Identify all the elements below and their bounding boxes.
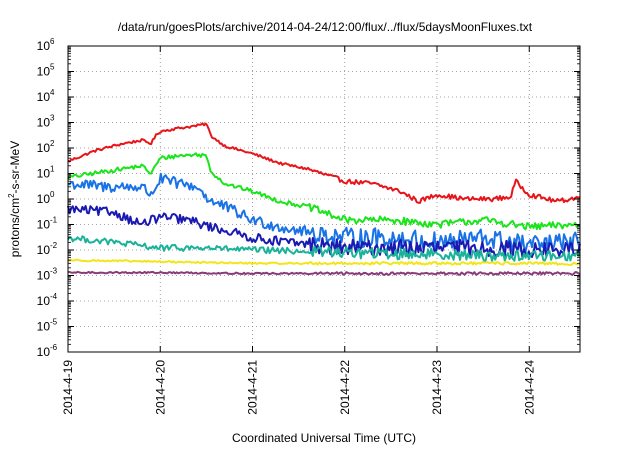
y-tick-exponent: -6 (50, 343, 58, 352)
y-tick-label: 10 (37, 320, 51, 334)
y-tick-exponent: 2 (50, 139, 55, 148)
y-tick-label: 10 (37, 90, 51, 104)
y-tick-label: 10 (37, 218, 51, 232)
x-tick-label: 2014-4-19 (61, 360, 75, 415)
y-tick-base: 10 (37, 39, 51, 53)
y-tick-base: 10 (37, 167, 51, 181)
y-tick-base: 10 (37, 192, 51, 206)
series-line-4 (67, 205, 581, 259)
y-tick-base: 10 (37, 141, 51, 155)
y-tick-exponent: 5 (50, 63, 55, 72)
x-tick-label: 2014-4-20 (153, 360, 167, 415)
y-tick-exponent: 3 (50, 114, 55, 123)
x-tick-label: 2014-4-21 (246, 360, 260, 415)
x-axis-label: Coordinated Universal Time (UTC) (232, 431, 416, 445)
y-tick-label: 10 (37, 192, 51, 206)
y-tick-exponent: 0 (50, 190, 55, 199)
y-tick-base: 10 (37, 65, 51, 79)
series-lines (67, 122, 581, 276)
axes: 2014-4-19 2014-4-20 2014-4-21 2014-4-22 2014… (37, 37, 580, 415)
x-tick-label: 2014-4-22 (338, 360, 352, 415)
chart-title: /data/run/goesPlots/archive/2014-04-24/1… (118, 20, 533, 34)
y-tick-base: 10 (37, 294, 51, 308)
x-tick-label: 2014-4-23 (430, 360, 444, 415)
y-tick-exponent: 4 (50, 88, 55, 97)
series-line-7 (67, 270, 581, 276)
series-line-2 (67, 152, 581, 231)
y-tick-label: 10 (37, 243, 51, 257)
y-tick-base: 10 (37, 90, 51, 104)
y-tick-base: 10 (37, 269, 51, 283)
x-tick-label: 2014-4-24 (522, 360, 536, 415)
y-tick-label: 10 (37, 141, 51, 155)
y-axis-label-prefix: protons/cm (8, 198, 22, 257)
y-tick-label: 10 (37, 167, 51, 181)
y-tick-label: 10 (37, 65, 51, 79)
y-axis-label-suffix: -s-sr-MeV (8, 141, 22, 194)
y-tick-base: 10 (37, 320, 51, 334)
y-tick-label: 10 (37, 116, 51, 130)
y-tick-label: 10 (37, 345, 51, 359)
y-tick-base: 10 (37, 345, 51, 359)
y-tick-label: 10 (37, 294, 51, 308)
series-line-5 (67, 235, 581, 262)
y-axis-label: protons/cm2-s-sr-MeV (7, 141, 22, 257)
series-line-3 (67, 172, 581, 255)
y-tick-base: 10 (37, 218, 51, 232)
y-tick-exponent: -4 (50, 292, 58, 301)
y-tick-exponent: -5 (50, 318, 58, 327)
series-line-1 (67, 122, 581, 204)
y-tick-exponent: -2 (50, 241, 58, 250)
y-tick-base: 10 (37, 243, 51, 257)
y-tick-base: 10 (37, 116, 51, 130)
y-tick-label: 10 (37, 269, 51, 283)
y-tick-exponent: 1 (50, 165, 55, 174)
y-tick-exponent: 6 (50, 37, 55, 46)
y-tick-exponent: -1 (50, 216, 58, 225)
series-line-6 (67, 258, 581, 266)
y-tick-label: 10 (37, 39, 51, 53)
y-tick-exponent: -3 (50, 267, 58, 276)
y-axis-label-sup: 2 (7, 193, 16, 198)
